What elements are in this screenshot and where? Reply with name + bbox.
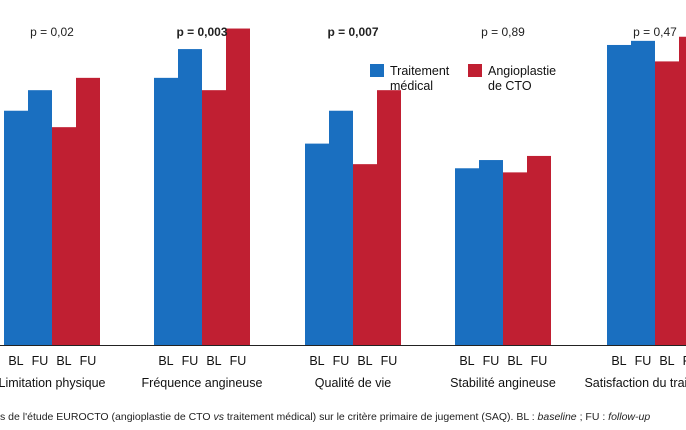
legend-label-angioplastie-cto-line2: de CTO bbox=[488, 79, 532, 93]
p-value-frequence-angineuse: p = 0,003 bbox=[176, 25, 227, 39]
p-value-limitation-physique: p = 0,02 bbox=[30, 25, 74, 39]
caption-sep: ; FU : bbox=[576, 411, 609, 423]
bar-stabilite-angineuse-cto-fu bbox=[527, 155, 551, 345]
tick-label: BL bbox=[206, 354, 221, 368]
bar-limitation-physique-cto-fu bbox=[76, 77, 100, 345]
caption-middle: traitement médical) sur le critère prima… bbox=[223, 411, 538, 423]
p-value-qualite-de-vie: p = 0,007 bbox=[327, 25, 378, 39]
bar-qualite-de-vie-cto-bl bbox=[353, 164, 377, 345]
tick-label: BL bbox=[611, 354, 626, 368]
legend-label-angioplastie-cto-line1: Angioplastie bbox=[488, 64, 556, 78]
tick-label: BL bbox=[659, 354, 674, 368]
bar-frequence-angineuse-medical-fu bbox=[178, 49, 202, 346]
caption-followup: follow-up bbox=[608, 411, 651, 423]
p-value-stabilite-angineuse: p = 0,89 bbox=[481, 25, 525, 39]
bar-limitation-physique-cto-bl bbox=[52, 127, 76, 345]
bar-limitation-physique-medical-bl bbox=[4, 110, 28, 345]
bar-frequence-angineuse-cto-fu bbox=[226, 28, 250, 346]
tick-label: BL bbox=[56, 354, 71, 368]
legend-label-traitement-medical-line2: médical bbox=[390, 79, 433, 93]
tick-label: FU bbox=[683, 354, 686, 368]
tick-label: FU bbox=[230, 354, 247, 368]
tick-label: FU bbox=[32, 354, 49, 368]
tick-label: FU bbox=[80, 354, 97, 368]
bar-stabilite-angineuse-medical-bl bbox=[455, 168, 479, 345]
category-label-limitation-physique: Limitation physique bbox=[0, 376, 106, 390]
category-label-frequence-angineuse: Fréquence angineuse bbox=[142, 376, 263, 390]
bar-satisfaction-du-traitement-medical-bl bbox=[607, 44, 631, 345]
eurocto-saq-bar-chart: BL FU BL FU Limitation physique p = 0,02 BL FU B… bbox=[0, 25, 686, 390]
category-label-qualite-de-vie: Qualité de vie bbox=[315, 376, 391, 390]
tick-label: FU bbox=[483, 354, 500, 368]
bar-limitation-physique-medical-fu bbox=[28, 90, 52, 346]
legend-label-traitement-medical-line1: Traitement bbox=[390, 64, 450, 78]
tick-label: FU bbox=[381, 354, 398, 368]
tick-label: BL bbox=[459, 354, 474, 368]
tick-label: FU bbox=[635, 354, 652, 368]
bar-frequence-angineuse-medical-bl bbox=[154, 77, 178, 345]
tick-label: FU bbox=[182, 354, 199, 368]
bar-satisfaction-du-traitement-cto-fu bbox=[679, 36, 686, 345]
bar-satisfaction-du-traitement-cto-bl bbox=[655, 61, 679, 345]
bar-frequence-angineuse-cto-bl bbox=[202, 90, 226, 346]
bar-qualite-de-vie-cto-fu bbox=[377, 90, 401, 346]
caption-baseline: baseline bbox=[537, 411, 577, 423]
figure-caption: s de l'étude EUROCTO (angioplastie de CT… bbox=[0, 411, 686, 423]
bar-stabilite-angineuse-medical-fu bbox=[479, 160, 503, 345]
tick-label: BL bbox=[357, 354, 372, 368]
bar-satisfaction-du-traitement-medical-fu bbox=[631, 40, 655, 346]
caption-vs: vs bbox=[213, 411, 224, 423]
tick-label: FU bbox=[531, 354, 548, 368]
caption-prefix: s de l'étude EUROCTO (angioplastie de CT… bbox=[0, 411, 214, 423]
bar-qualite-de-vie-medical-fu bbox=[329, 110, 353, 345]
tick-label: BL bbox=[8, 354, 23, 368]
legend-swatch-traitement-medical bbox=[370, 64, 384, 77]
p-value-satisfaction-du-traitement: p = 0,47 bbox=[633, 25, 677, 39]
tick-label: BL bbox=[309, 354, 324, 368]
tick-label: BL bbox=[158, 354, 173, 368]
category-label-satisfaction-du-traitement: Satisfaction du traitement bbox=[584, 376, 686, 390]
bar-qualite-de-vie-medical-bl bbox=[305, 143, 329, 345]
tick-label: BL bbox=[507, 354, 522, 368]
category-label-stabilite-angineuse: Stabilité angineuse bbox=[450, 376, 556, 390]
bar-stabilite-angineuse-cto-bl bbox=[503, 172, 527, 345]
tick-label: FU bbox=[333, 354, 350, 368]
legend-swatch-angioplastie-cto bbox=[468, 64, 482, 77]
